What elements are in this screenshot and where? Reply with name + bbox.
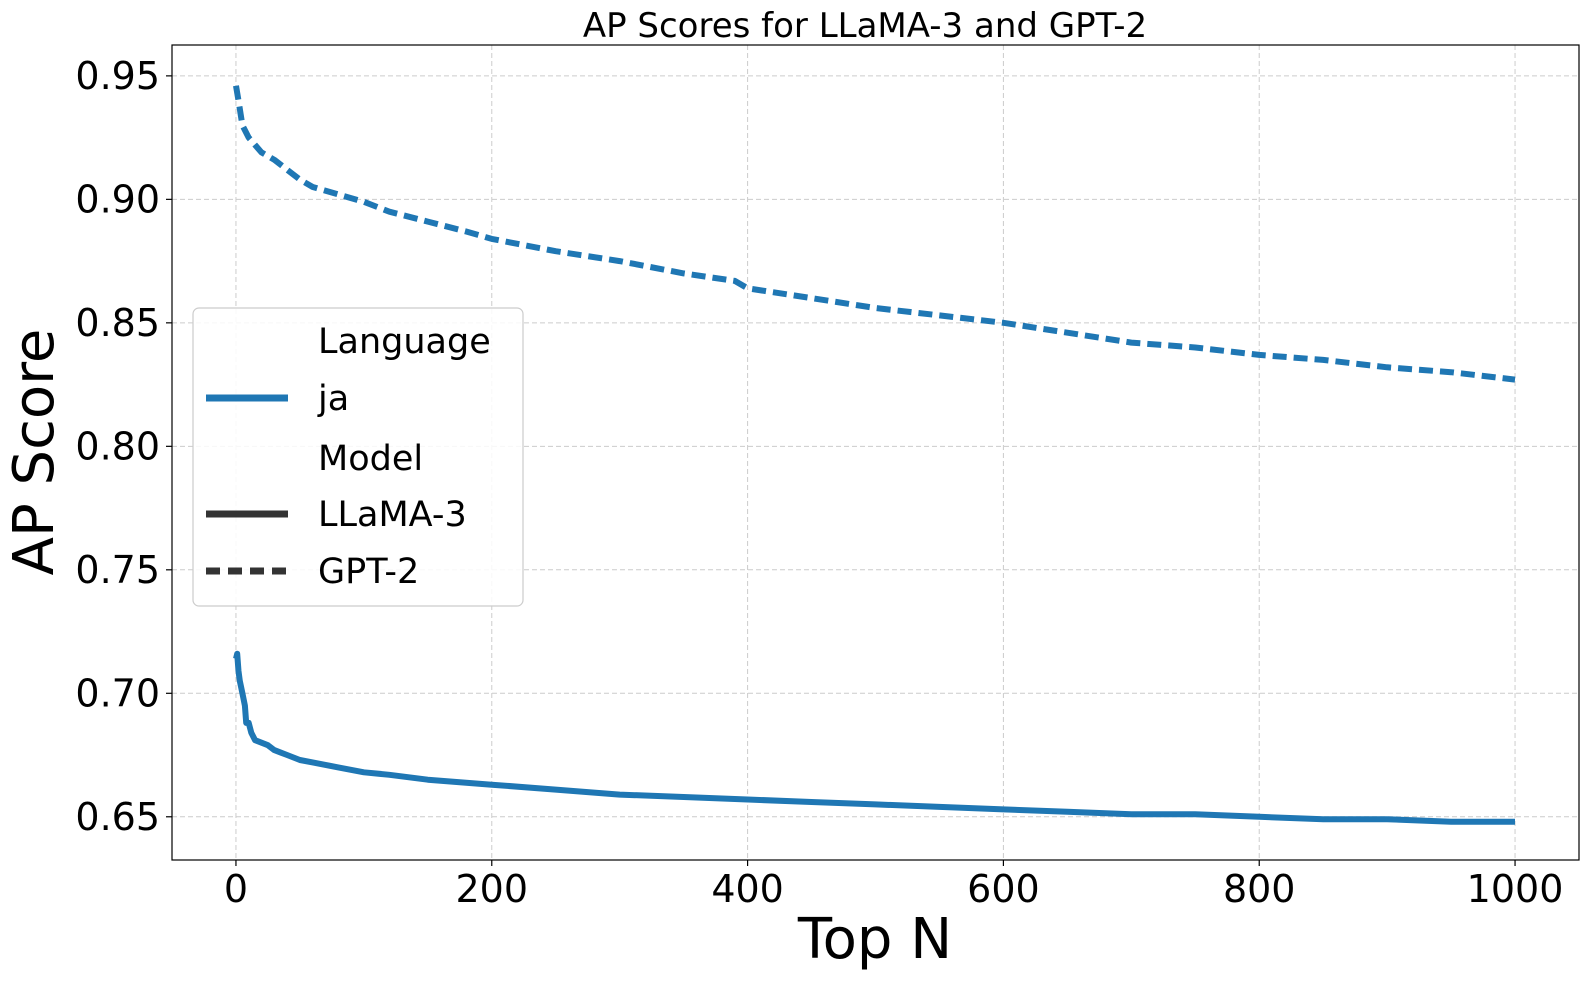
x-tick-label: 200 [456, 867, 529, 911]
x-tick-label: 600 [967, 867, 1040, 911]
y-axis-label: AP Score [2, 329, 67, 576]
y-tick-label: 0.65 [75, 795, 160, 839]
y-tick-label: 0.80 [75, 424, 160, 468]
legend-title-model: Model [318, 439, 423, 479]
y-ticks: 0.65 0.70 0.75 0.80 0.85 0.90 0.95 [75, 54, 172, 839]
legend: Language ja Model LLaMA-3 GPT-2 [192, 307, 524, 607]
series-line-gpt2 [233, 85, 1516, 383]
y-tick-label: 0.95 [75, 54, 160, 98]
legend-label-llama3: LLaMA-3 [318, 495, 467, 535]
y-tick-label: 0.90 [75, 177, 160, 221]
x-tick-label: 800 [1223, 867, 1296, 911]
y-tick-label: 0.85 [75, 301, 160, 345]
plot-frame [171, 44, 1580, 861]
x-ticks: 0 200 400 600 800 1000 [224, 860, 1564, 911]
x-tick-label: 0 [224, 867, 248, 911]
x-tick-label: 1000 [1467, 867, 1564, 911]
legend-title-language: Language [318, 322, 491, 362]
legend-label-ja: ja [317, 379, 349, 419]
series-group [233, 85, 1516, 825]
legend-label-gpt2: GPT-2 [318, 552, 419, 592]
y-tick-label: 0.70 [75, 671, 160, 715]
x-tick-label: 400 [711, 867, 784, 911]
legend-frame [192, 307, 524, 607]
series-line-llama3 [233, 650, 1515, 825]
chart-title: AP Scores for LLaMA-3 and GPT-2 [583, 6, 1147, 46]
x-axis-label: Top N [797, 907, 952, 972]
y-tick-label: 0.75 [75, 548, 160, 592]
